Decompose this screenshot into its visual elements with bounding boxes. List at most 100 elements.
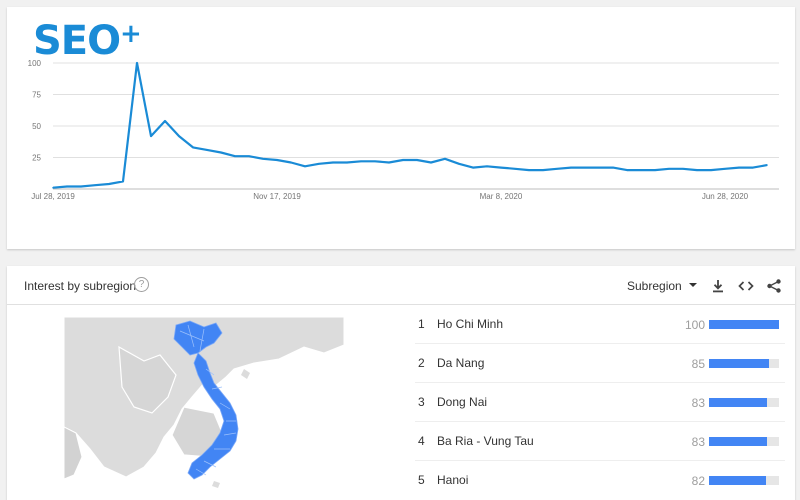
data-point — [192, 147, 194, 149]
row-divider — [415, 343, 785, 344]
x-tick-label: Jul 28, 2019 — [31, 192, 75, 201]
list-item-rank: 5 — [418, 473, 425, 487]
list-item[interactable]: 4 Ba Ria - Vung Tau 83 — [415, 431, 785, 451]
row-divider — [415, 421, 785, 422]
interest-by-subregion-card: Interest by subregion ? Subregion — [7, 266, 795, 500]
list-item-rank: 4 — [418, 434, 425, 448]
interest-series-line — [53, 63, 767, 188]
help-icon[interactable]: ? — [134, 277, 149, 292]
embed-icon[interactable] — [738, 278, 754, 294]
data-point — [52, 187, 54, 189]
data-point — [94, 184, 96, 186]
x-tick-label: Mar 8, 2020 — [480, 192, 523, 201]
data-point — [626, 169, 628, 171]
list-item-bar — [709, 476, 766, 485]
data-point — [444, 158, 446, 160]
data-point — [346, 162, 348, 164]
list-item-rank: 1 — [418, 317, 425, 331]
data-point — [66, 186, 68, 188]
list-item-value: 100 — [665, 318, 705, 332]
x-tick-label: Jun 28, 2020 — [702, 192, 749, 201]
data-point — [472, 167, 474, 169]
list-item[interactable]: 5 Hanoi 82 — [415, 470, 785, 490]
list-item-name: Ba Ria - Vung Tau — [437, 434, 534, 448]
data-point — [108, 183, 110, 185]
data-point — [570, 167, 572, 169]
subregion-select[interactable]: Subregion — [627, 279, 682, 293]
data-point — [136, 62, 138, 64]
list-item-bar-track — [709, 476, 779, 485]
data-point — [682, 168, 684, 170]
data-point — [360, 160, 362, 162]
data-point — [528, 169, 530, 171]
data-point — [80, 186, 82, 188]
data-point — [122, 181, 124, 183]
y-tick-label: 50 — [32, 122, 41, 131]
data-point — [164, 120, 166, 122]
list-item-name: Dong Nai — [437, 395, 487, 409]
data-point — [234, 155, 236, 157]
data-point — [696, 169, 698, 171]
list-item-name: Da Nang — [437, 356, 484, 370]
data-point — [584, 167, 586, 169]
list-item-value: 83 — [665, 435, 705, 449]
list-item-value: 82 — [665, 474, 705, 488]
data-point — [738, 167, 740, 169]
list-item[interactable]: 3 Dong Nai 83 — [415, 392, 785, 412]
list-item-bar — [709, 398, 767, 407]
download-icon[interactable] — [710, 278, 726, 294]
data-point — [598, 167, 600, 169]
share-icon[interactable] — [766, 278, 782, 294]
data-point — [290, 162, 292, 164]
list-item-bar-track — [709, 359, 779, 368]
data-point — [374, 160, 376, 162]
data-point — [220, 152, 222, 154]
subregion-map[interactable] — [64, 317, 344, 489]
list-item-rank: 3 — [418, 395, 425, 409]
data-point — [388, 162, 390, 164]
x-tick-label: Nov 17, 2019 — [253, 192, 301, 201]
list-item-value: 83 — [665, 396, 705, 410]
card-title: Interest by subregion — [24, 279, 136, 293]
data-point — [206, 149, 208, 151]
data-point — [766, 164, 768, 166]
data-point — [458, 163, 460, 165]
y-tick-label: 75 — [32, 91, 41, 100]
list-item-value: 85 — [665, 357, 705, 371]
data-point — [332, 162, 334, 164]
interest-over-time-card: SEO + 25 50 75 100 Jul 28, 2019 Nov 17, 2019 M… — [7, 7, 795, 249]
list-item-bar — [709, 320, 779, 329]
y-tick-label: 100 — [28, 59, 42, 68]
list-item-rank: 2 — [418, 356, 425, 370]
list-item-bar-track — [709, 398, 779, 407]
list-item-bar — [709, 437, 767, 446]
data-point — [514, 168, 516, 170]
data-point — [556, 168, 558, 170]
list-item[interactable]: 2 Da Nang 85 — [415, 353, 785, 373]
data-point — [150, 135, 152, 137]
data-point — [612, 167, 614, 169]
list-item[interactable]: 1 Ho Chi Minh 100 — [415, 314, 785, 334]
data-point — [430, 162, 432, 164]
data-point — [710, 169, 712, 171]
data-point — [248, 155, 250, 157]
list-item-bar — [709, 359, 769, 368]
list-item-bar-track — [709, 437, 779, 446]
data-point — [500, 167, 502, 169]
row-divider — [415, 460, 785, 461]
y-tick-label: 25 — [32, 154, 41, 163]
header-divider — [7, 304, 795, 305]
row-divider — [415, 382, 785, 383]
data-point — [276, 159, 278, 161]
data-point — [668, 168, 670, 170]
chevron-down-icon[interactable] — [689, 283, 697, 287]
data-point — [262, 158, 264, 160]
data-point — [402, 159, 404, 161]
data-point — [178, 135, 180, 137]
interest-over-time-chart[interactable]: 25 50 75 100 Jul 28, 2019 Nov 17, 2019 Mar 8, … — [7, 7, 795, 249]
data-point — [640, 169, 642, 171]
list-item-name: Hanoi — [437, 473, 468, 487]
data-point — [486, 166, 488, 168]
data-point — [654, 169, 656, 171]
